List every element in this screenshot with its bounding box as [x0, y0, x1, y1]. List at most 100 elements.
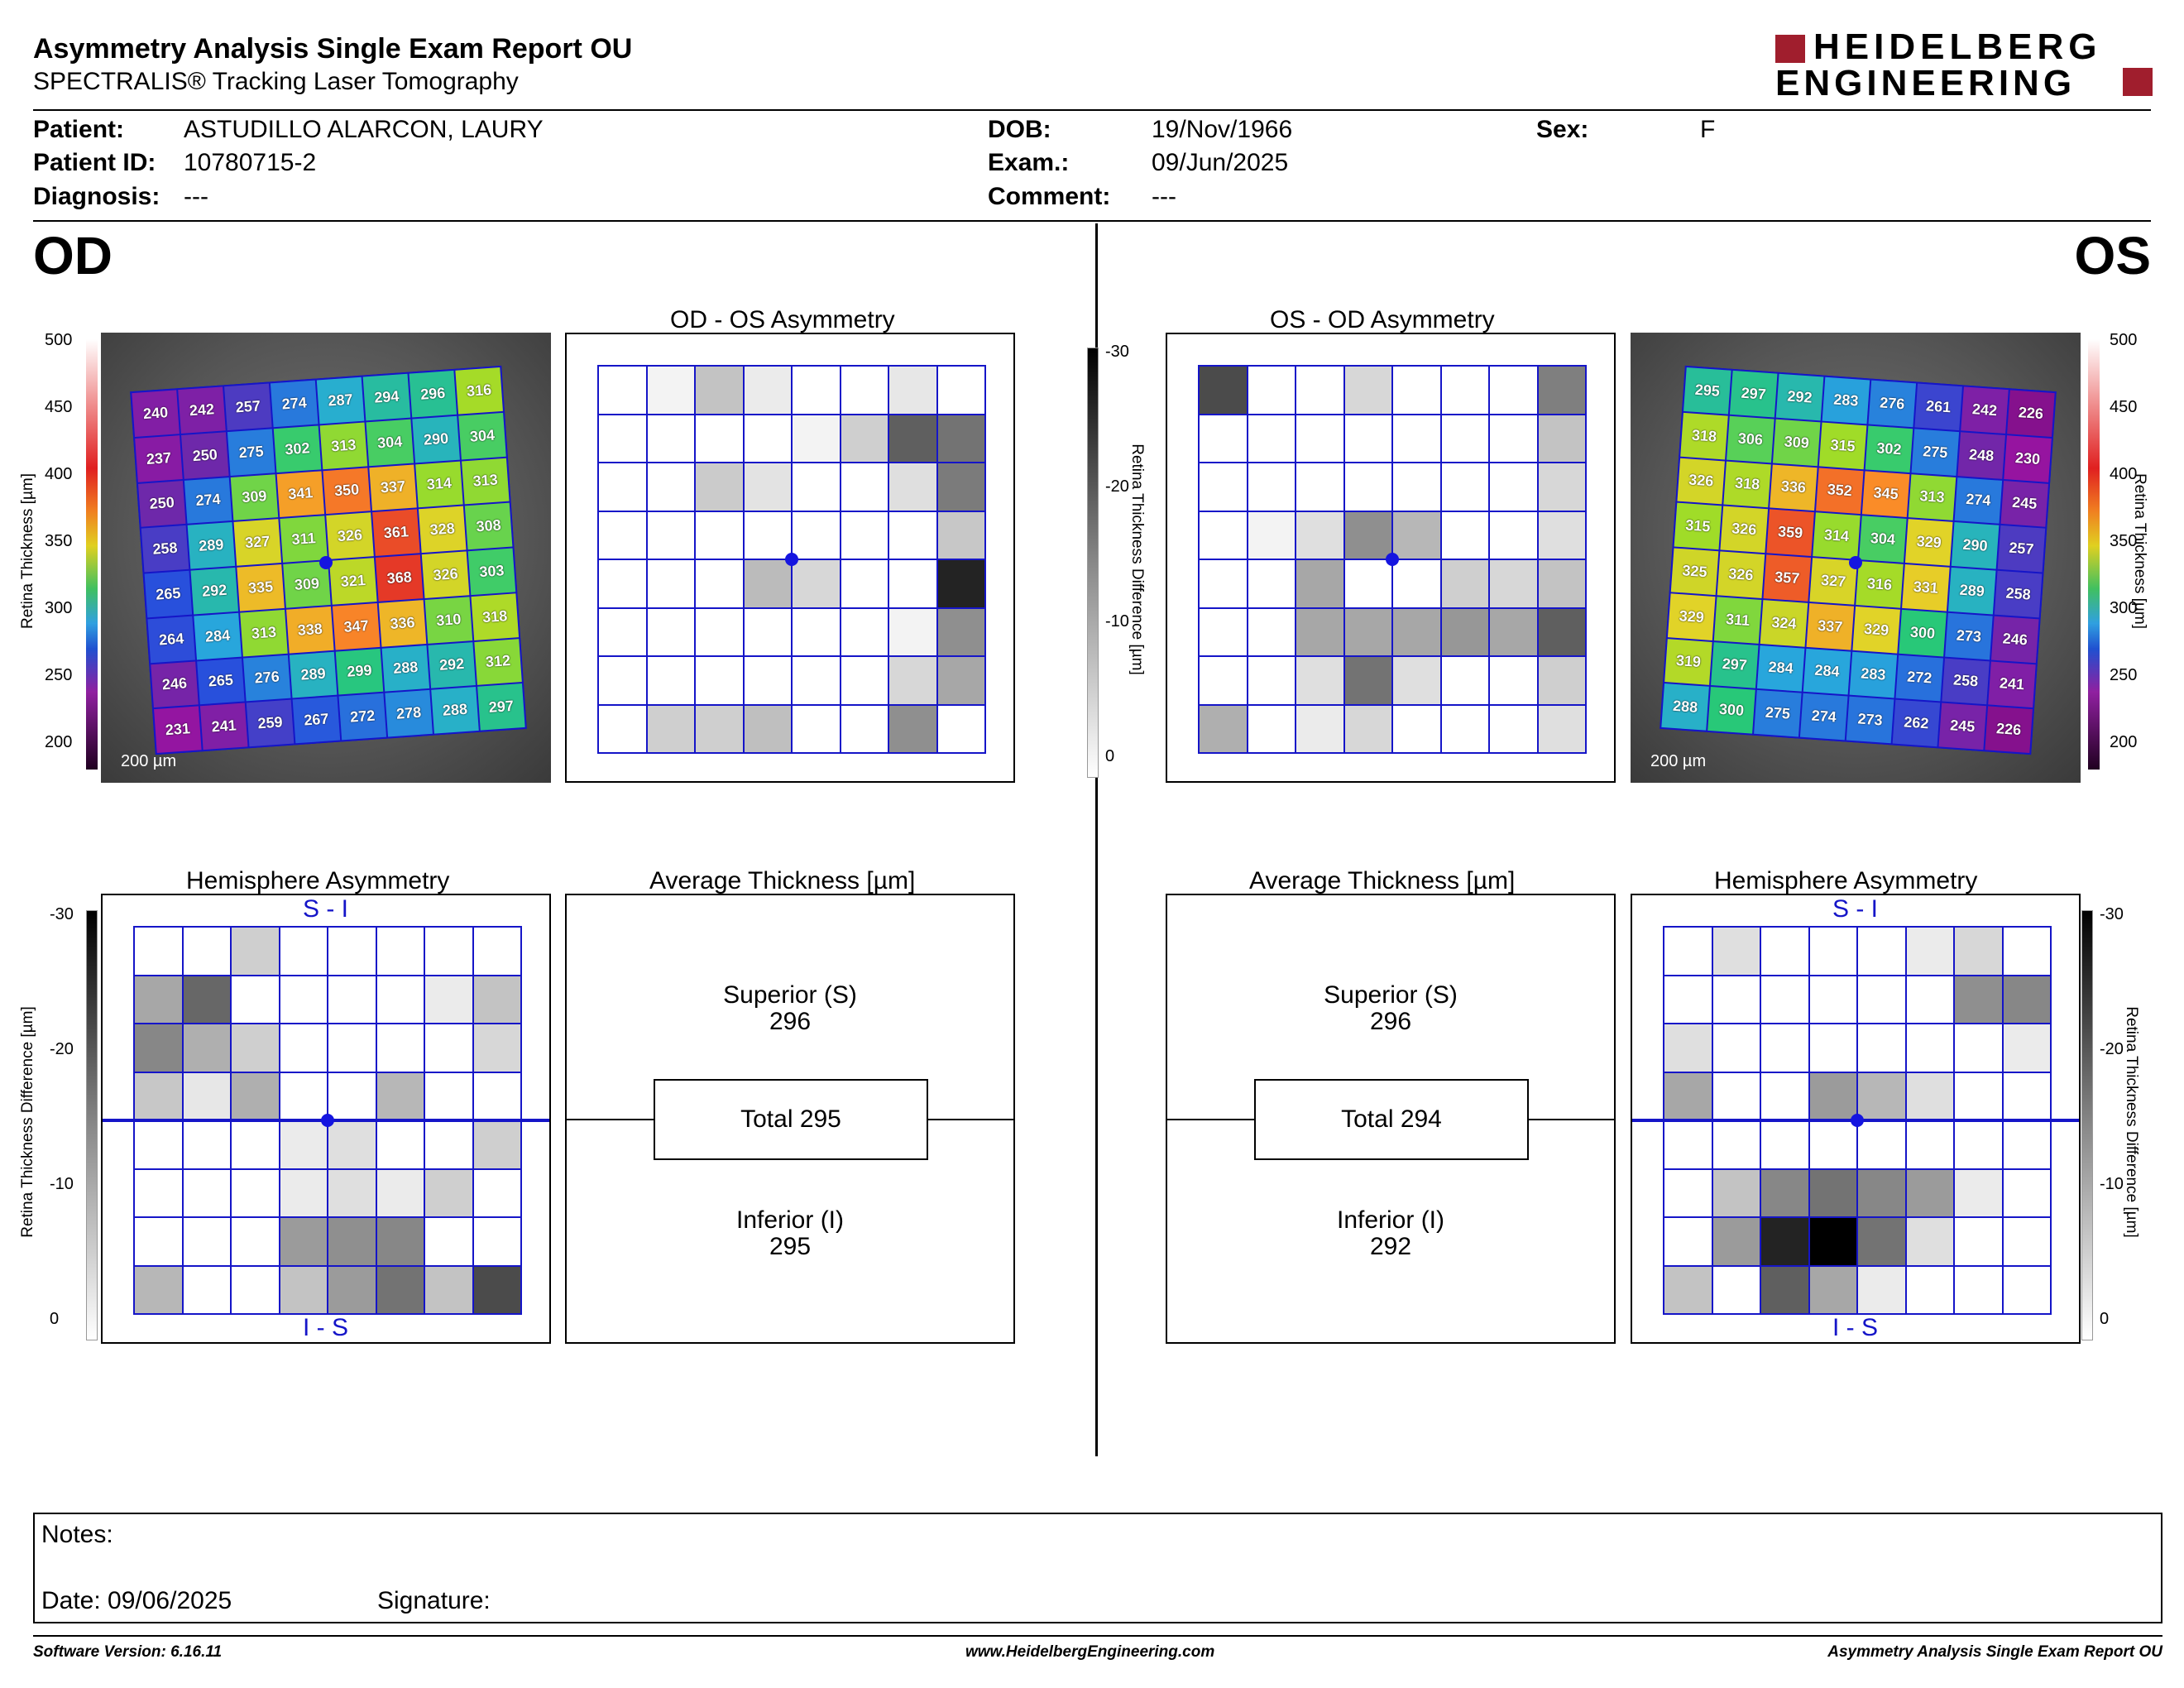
os-asymmetry-cell [1296, 657, 1343, 704]
os-asymmetry-cell [1393, 415, 1440, 462]
od-thickness-value: 318 [471, 593, 520, 640]
os-asymmetry-cell [1200, 560, 1247, 607]
od-hemisphere-cell [473, 1024, 520, 1072]
od-thickness-value: 326 [326, 512, 374, 559]
os-hemisphere-cell [1858, 1072, 1905, 1120]
od-hemisphere-cell [328, 928, 376, 975]
os-asymmetry-cell [1248, 657, 1295, 704]
od-asymmetry-cell [647, 367, 694, 414]
od-hemisphere-cell [135, 976, 182, 1023]
os-asymmetry-cell [1441, 511, 1488, 559]
os-asymmetry-cell [1248, 511, 1295, 559]
os-asymmetry-cell [1296, 608, 1343, 655]
thickness-tick: 300 [2110, 599, 2138, 617]
od-hemisphere-cell [135, 1072, 182, 1120]
od-hemisphere-cell [473, 1266, 520, 1313]
dob-label: DOB: [988, 116, 1051, 143]
os-thickness-value: 313 [1908, 473, 1956, 521]
report-subtitle: SPECTRALIS® Tracking Laser Tomography [33, 68, 519, 95]
od-asymmetry-cell [841, 463, 888, 511]
os-thickness-value: 275 [1911, 429, 1960, 476]
os-asymmetry-cell [1393, 705, 1440, 752]
od-asymmetry-cell [647, 705, 694, 752]
thickness-colorbar [86, 339, 98, 770]
od-thickness-value: 275 [227, 429, 275, 476]
od-thickness-value: 328 [418, 506, 467, 554]
patient-label: Patient: [33, 116, 125, 143]
os-thickness-value: 283 [1822, 376, 1870, 424]
od-hemisphere-cell [183, 976, 230, 1023]
od-asymmetry-cell [696, 608, 743, 655]
os-thickness-value: 345 [1861, 470, 1910, 518]
os-thickness-value: 318 [1680, 412, 1728, 459]
od-hemisphere-cell [425, 1121, 472, 1168]
od-thickness-value: 250 [181, 432, 229, 479]
os-thickness-value: 284 [1803, 648, 1851, 695]
difference-tick: 0 [50, 1310, 60, 1328]
od-hemisphere-cell [473, 1169, 520, 1216]
os-superior-label: Superior (S) [1324, 981, 1458, 1009]
od-thickness-value: 284 [194, 612, 242, 659]
difference-axis-label: Retina Thickness Difference [µm] [19, 1006, 36, 1238]
od-asymmetry-cell [937, 463, 984, 511]
thickness-tick: 250 [45, 666, 73, 684]
difference-tick: -10 [1105, 612, 1129, 631]
od-hemisphere-cell [376, 1169, 424, 1216]
od-asymmetry-cell [599, 415, 646, 462]
os-asymmetry-cell [1248, 608, 1295, 655]
os-asymmetry-cell [1490, 367, 1537, 414]
os-thickness-value: 316 [1856, 561, 1904, 608]
os-hemisphere-cell [1712, 928, 1760, 975]
od-asymmetry-cell [793, 705, 840, 752]
od-hemisphere-cell [376, 928, 424, 975]
thickness-axis-label: Retina Thickness [µm] [2131, 473, 2148, 629]
os-asymmetry-cell [1200, 705, 1247, 752]
os-thickness-value: 329 [1904, 519, 1953, 566]
os-hemisphere-title: Hemisphere Asymmetry [1714, 867, 1978, 894]
od-thickness-value: 237 [135, 434, 183, 482]
od-thickness-value: 347 [332, 602, 381, 650]
os-asymmetry-cell [1441, 657, 1488, 704]
os-thickness-value: 276 [1868, 380, 1917, 427]
difference-axis-label: Retina Thickness Difference [µm] [1128, 444, 1146, 675]
website-link[interactable]: www.HeidelbergEngineering.com [965, 1643, 1215, 1661]
os-hemisphere-cell [2003, 1121, 2050, 1168]
od-asymmetry-cell [793, 560, 840, 607]
footer-report-name: Asymmetry Analysis Single Exam Report OU [1827, 1643, 2162, 1661]
od-hemisphere-cell [135, 1169, 182, 1216]
od-asymmetry-cell [696, 657, 743, 704]
os-asymmetry-cell [1441, 705, 1488, 752]
od-asymmetry-cell [937, 367, 984, 414]
os-asymmetry-cell [1441, 608, 1488, 655]
os-thickness-value: 331 [1902, 563, 1950, 611]
od-thickness-value: 274 [184, 477, 232, 525]
os-thickness-value: 304 [1859, 516, 1907, 563]
notes-date: Date: 09/06/2025 [41, 1587, 232, 1614]
os-asymmetry-cell [1393, 657, 1440, 704]
os-hemisphere-cell [1761, 1218, 1808, 1265]
os-thickness-value: 329 [1852, 606, 1900, 654]
difference-axis-label: Retina Thickness Difference [µm] [2123, 1006, 2140, 1238]
os-asymmetry-cell [1538, 511, 1585, 559]
od-superior-value: 296 [769, 1008, 812, 1035]
od-thickness-value: 296 [409, 370, 457, 418]
od-hemisphere-cell [232, 928, 279, 975]
od-hemisphere-cell [280, 1169, 327, 1216]
od-thickness-value: 288 [381, 645, 430, 692]
diagnosis: --- [184, 183, 208, 210]
od-asymmetry-cell [937, 608, 984, 655]
os-thickness-value: 300 [1899, 609, 1947, 656]
od-hemisphere-cell [376, 1072, 424, 1120]
od-hemisphere-cell [425, 1072, 472, 1120]
os-asymmetry-cell [1200, 463, 1247, 511]
os-thickness-value: 329 [1667, 593, 1716, 640]
os-hemisphere-cell [1664, 1169, 1712, 1216]
od-asymmetry-cell [696, 367, 743, 414]
difference-tick: -30 [1105, 343, 1129, 361]
thickness-tick: 500 [45, 331, 73, 349]
thickness-tick: 500 [2110, 331, 2138, 349]
od-thickness-value: 265 [197, 658, 245, 705]
od-asymmetry-cell [793, 415, 840, 462]
os-thickness-value: 297 [1729, 370, 1778, 418]
od-asymmetry-cell [647, 415, 694, 462]
